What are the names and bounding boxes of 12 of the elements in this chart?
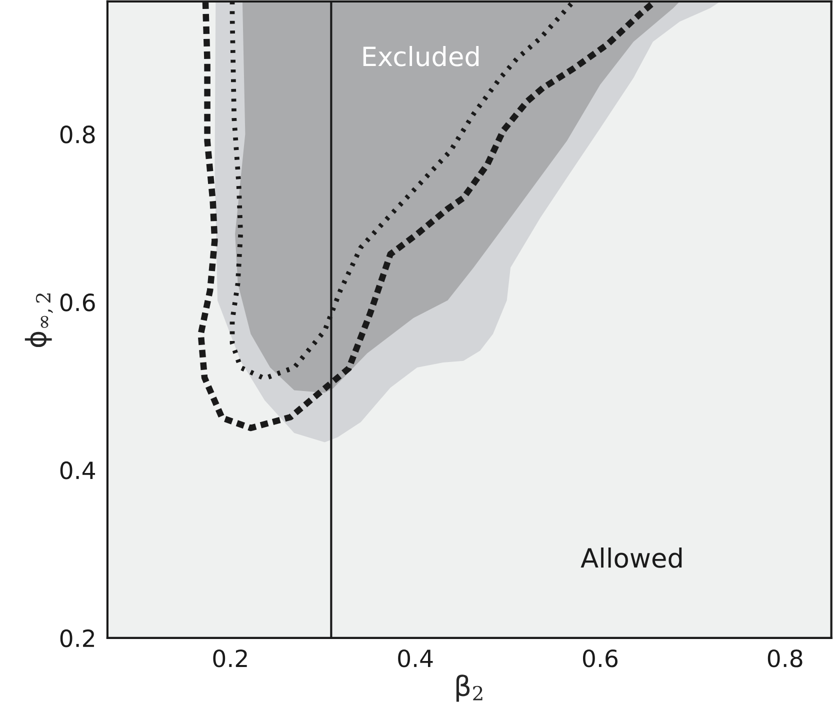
y-tick-label: 0.2 [60, 629, 94, 648]
x-tick-label: 0.6 [582, 649, 618, 668]
x-tick-label: 0.8 [768, 649, 802, 668]
x-tick-label: 0.2 [213, 649, 247, 668]
annotation: Excluded [363, 46, 479, 66]
y-axis-title: ϕ$_{∞,2}$ [24, 293, 53, 348]
y-tick-label: 0.4 [60, 461, 96, 480]
y-tick-label: 0.6 [60, 293, 95, 312]
y-tick-label: 0.8 [60, 126, 95, 144]
annotation: Allowed [580, 548, 682, 568]
x-tick-label: 0.4 [398, 649, 433, 668]
x-axis-title: β$_{2}$ [456, 674, 482, 702]
